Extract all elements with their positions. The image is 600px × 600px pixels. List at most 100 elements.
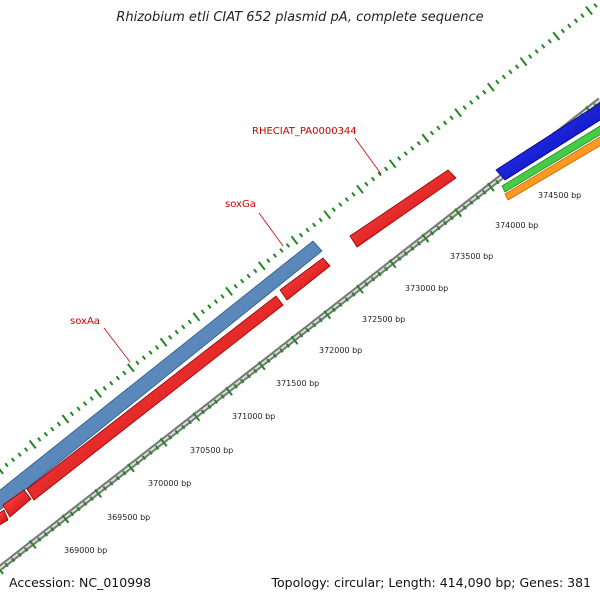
gene-labels: RHECIAT_PA0000344 soxGa soxAa (70, 126, 357, 327)
major-tick (225, 286, 233, 296)
minor-tick (56, 521, 62, 527)
major-tick (94, 388, 102, 399)
minor-tick (279, 348, 284, 353)
minor-tick (462, 105, 467, 110)
position-label: 371500 bp (276, 379, 319, 388)
minor-tick (50, 426, 55, 432)
minor-tick (298, 232, 304, 238)
minor-tick (495, 179, 500, 185)
gene-red-small-1[interactable] (2, 489, 32, 518)
minor-tick (10, 557, 16, 563)
minor-tick (115, 375, 120, 381)
minor-tick (220, 294, 225, 299)
minor-tick (174, 429, 179, 435)
position-label: 370500 bp (190, 446, 233, 455)
minor-tick (122, 370, 127, 376)
minor-tick (220, 394, 225, 399)
minor-tick (187, 319, 192, 325)
gene-red-soxGa-1[interactable] (279, 257, 331, 301)
major-tick (192, 412, 201, 422)
minor-tick (312, 322, 317, 328)
minor-tick (56, 421, 62, 427)
minor-tick (344, 197, 349, 202)
minor-tick (580, 13, 585, 19)
minor-tick (312, 222, 317, 228)
minor-tick (403, 251, 408, 256)
minor-tick (4, 462, 9, 468)
accession-text: Accession: NC_010998 (9, 575, 152, 590)
minor-tick (338, 202, 343, 207)
minor-tick (76, 406, 81, 412)
minor-tick (514, 64, 520, 70)
major-tick (323, 310, 332, 320)
minor-tick (4, 562, 9, 568)
minor-tick (573, 18, 579, 24)
gene-green[interactable] (501, 125, 600, 193)
major-tick (388, 259, 397, 269)
major-tick (127, 463, 135, 473)
major-tick (552, 31, 561, 41)
major-tick (454, 208, 462, 218)
major-tick (61, 514, 70, 524)
minor-tick (168, 434, 173, 440)
minor-tick (253, 368, 258, 374)
minor-tick (416, 140, 421, 146)
major-tick (585, 5, 593, 16)
outer-tick-track (0, 3, 598, 475)
minor-tick (200, 409, 205, 415)
major-tick (127, 363, 135, 373)
gene-red-main[interactable] (26, 295, 284, 501)
minor-tick (37, 536, 42, 542)
position-label: 372500 bp (362, 315, 405, 324)
gene-red-small-2[interactable] (0, 509, 9, 526)
minor-tick (475, 94, 480, 100)
minor-tick (10, 457, 16, 463)
minor-tick (109, 380, 114, 386)
minor-tick (82, 501, 88, 507)
minor-tick (115, 475, 120, 481)
gene-steelblue-soxAa[interactable] (0, 240, 323, 511)
minor-tick (246, 373, 251, 379)
minor-tick (436, 125, 441, 131)
minor-tick (141, 455, 147, 461)
major-tick (356, 184, 364, 194)
minor-tick (285, 243, 291, 248)
position-label: 374000 bp (495, 221, 538, 230)
minor-tick (508, 69, 513, 75)
minor-tick (141, 355, 147, 361)
minor-tick (207, 404, 212, 410)
position-label: 371000 bp (232, 412, 275, 421)
major-tick (356, 284, 364, 294)
minor-tick (384, 266, 389, 272)
minor-tick (469, 100, 474, 105)
minor-tick (593, 3, 598, 8)
minor-tick (89, 396, 94, 401)
gene-red-RHECIAT_PA0000344[interactable] (349, 169, 457, 248)
minor-tick (253, 268, 258, 274)
minor-tick (429, 230, 435, 236)
gene-orange[interactable] (504, 136, 600, 201)
gene-label: RHECIAT_PA0000344 (252, 126, 357, 137)
minor-tick (285, 343, 291, 348)
minor-tick (318, 317, 323, 323)
minor-tick (187, 419, 192, 425)
minor-tick (279, 248, 284, 253)
minor-tick (135, 360, 140, 366)
position-labels: 369000 bp 369500 bp 370000 bp 370500 bp 3710… (64, 191, 581, 555)
major-tick (421, 133, 430, 143)
major-tick (388, 159, 397, 169)
minor-tick (318, 217, 323, 223)
major-tick (225, 386, 233, 396)
minor-tick (567, 23, 572, 29)
minor-tick (207, 304, 212, 310)
minor-tick (154, 445, 160, 450)
minor-tick (76, 506, 81, 512)
minor-tick (429, 130, 435, 136)
minor-tick (233, 383, 238, 389)
minor-tick (69, 511, 75, 517)
major-tick (0, 468, 4, 475)
major-tick (159, 437, 168, 447)
minor-tick (266, 358, 271, 364)
gene-blue[interactable] (495, 102, 600, 181)
